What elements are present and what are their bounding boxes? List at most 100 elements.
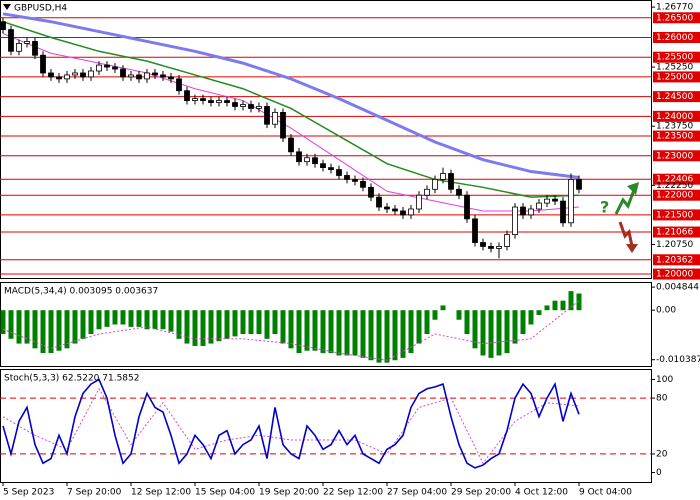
candle-body [304, 157, 310, 163]
macd-signal [2, 300, 580, 361]
candle-body [352, 179, 358, 182]
macd-bar [400, 310, 406, 358]
stoch-title: Stoch(5,3,3) 62.5220 71.5852 [4, 374, 139, 384]
macd-bar [368, 310, 374, 361]
stoch-main [2, 378, 580, 469]
candle-body [16, 43, 22, 52]
candle-body [408, 208, 414, 216]
x-tick-label: 29 Sep 20:00 [451, 488, 511, 498]
level-label-box [653, 91, 700, 103]
x-tick-label: 27 Sep 04:00 [387, 488, 447, 498]
macd-bar [32, 310, 38, 349]
y-tick-label: 1.20750 [656, 240, 693, 250]
macd-bar [344, 310, 350, 356]
candle-body [504, 234, 510, 247]
x-tick-label: 5 Sep 2023 [3, 488, 54, 498]
candle-body [272, 112, 278, 125]
candle-body [472, 218, 478, 243]
candle-body [488, 246, 494, 249]
macd-bar [360, 310, 366, 358]
macd-bar [432, 310, 438, 320]
macd-bar [16, 310, 22, 344]
candle-body [144, 72, 150, 80]
level-label: 1.24500 [656, 92, 693, 102]
candle-body [32, 41, 38, 56]
y-tick-label: 20 [656, 449, 668, 459]
stoch-signal [2, 387, 580, 465]
level-label: 1.20362 [656, 255, 693, 265]
macd-bar [472, 310, 478, 349]
macd-bar [256, 310, 262, 335]
level-label-box [653, 209, 700, 221]
moving-average [2, 12, 580, 179]
macd-bar [48, 310, 54, 354]
candle-body [536, 202, 542, 210]
candle-body [480, 242, 486, 247]
candle-body [560, 200, 566, 224]
macd-bar [24, 310, 30, 344]
level-label: 1.25500 [656, 53, 693, 63]
macd-bar [464, 310, 470, 335]
macd-bar [352, 310, 358, 356]
x-tick-label: 9 Oct 04:00 [579, 488, 632, 498]
macd-bar [128, 310, 134, 327]
x-tick-label: 12 Sep 12:00 [131, 488, 191, 498]
macd-bar [392, 310, 398, 361]
candle-body [312, 157, 318, 165]
level-label: 1.24000 [656, 112, 693, 122]
macd-bar [440, 305, 446, 311]
macd-bar [64, 310, 70, 349]
macd-bar [200, 310, 206, 346]
candle-body [392, 208, 398, 212]
macd-bar [456, 310, 462, 320]
y-tick-label: 0.004844 [656, 283, 699, 293]
macd-bar [504, 310, 510, 354]
candle-body [288, 137, 294, 153]
candle-body [368, 186, 374, 198]
candle-body [544, 198, 550, 204]
x-tick-label: 4 Oct 12:00 [515, 488, 568, 498]
level-label-box [653, 12, 700, 24]
candle-body [24, 41, 30, 44]
candle-body [0, 21, 6, 30]
macd-bar [152, 310, 158, 330]
candle-body [56, 76, 62, 80]
macd-bar [88, 310, 94, 335]
candle-body [48, 72, 54, 78]
down-arrow-head [626, 244, 638, 253]
candle-body [240, 104, 246, 107]
candle-body [344, 175, 350, 180]
candle-body [360, 180, 366, 188]
macd-bar [208, 310, 214, 344]
level-label: 1.26500 [656, 13, 693, 23]
candle-body [576, 179, 582, 190]
chart-title: GBPUSD,H4 [14, 4, 67, 14]
candle-body [8, 29, 14, 52]
macd-bar [160, 310, 166, 330]
candle-body [520, 206, 526, 216]
y-tick-label: 1.26770 [656, 3, 693, 13]
macd-bar [496, 310, 502, 356]
macd-bar [192, 310, 198, 346]
down-arrow [618, 221, 634, 247]
candle-body [176, 78, 182, 92]
candle-body [336, 169, 342, 176]
candle-body [424, 188, 430, 196]
macd-bar [536, 310, 542, 315]
candle-body [168, 76, 174, 80]
y-tick-label: 80 [656, 394, 668, 404]
level-label: 1.20000 [656, 270, 693, 280]
candle-body [416, 194, 422, 210]
candle-body [528, 208, 534, 216]
macd-bar [104, 310, 110, 327]
candle-body [88, 70, 94, 78]
macd-bar [328, 310, 334, 354]
candle-body [400, 210, 406, 216]
macd-bar [576, 293, 582, 311]
macd-bar [336, 310, 342, 356]
candle-body [216, 100, 222, 103]
macd-bar [528, 310, 534, 325]
x-tick-label: 15 Sep 04:00 [195, 488, 255, 498]
macd-bar [56, 310, 62, 351]
macd-bar [176, 310, 182, 339]
